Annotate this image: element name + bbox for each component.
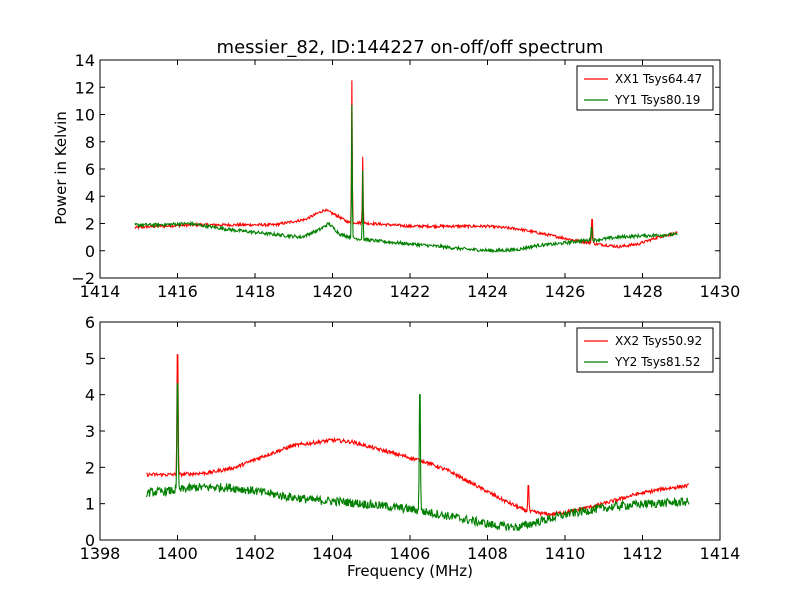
x-tick-label: 1424 xyxy=(467,282,508,301)
y-tick-label: 4 xyxy=(85,386,95,405)
y-axis-label: Power in Kelvin xyxy=(52,111,70,225)
legend-label: YY2 Tsys81.52 xyxy=(614,355,700,369)
x-tick-label: 1422 xyxy=(390,282,431,301)
x-tick-label: 1414 xyxy=(700,544,741,563)
x-tick-label: 1404 xyxy=(312,544,353,563)
legend-box xyxy=(576,327,714,373)
x-tick-label: 1410 xyxy=(545,544,586,563)
x-tick-label: 1428 xyxy=(622,282,663,301)
chart-title: messier_82, ID:144227 on-off/off spectru… xyxy=(217,37,604,58)
y-tick-label: 1 xyxy=(85,495,95,514)
legend-box xyxy=(576,65,714,111)
x-tick-label: 1418 xyxy=(235,282,276,301)
x-tick-label: 1416 xyxy=(157,282,198,301)
y-tick-label: 2 xyxy=(85,458,95,477)
x-tick-label: 1420 xyxy=(312,282,353,301)
legend-label: XX2 Tsys50.92 xyxy=(615,334,702,348)
series-line-xx2 xyxy=(146,354,690,518)
y-tick-label: 0 xyxy=(85,531,95,550)
y-tick-label: 14 xyxy=(75,51,95,70)
y-tick-label: 2 xyxy=(85,215,95,234)
y-tick-label: 5 xyxy=(85,349,95,368)
x-tick-label: 1426 xyxy=(545,282,586,301)
x-tick-label: 1414 xyxy=(80,282,121,301)
y-tick-label: −2 xyxy=(71,269,95,288)
x-tick-label: 1406 xyxy=(390,544,431,563)
y-tick-label: 6 xyxy=(85,313,95,332)
y-tick-label: 12 xyxy=(75,78,95,97)
x-tick-label: 1412 xyxy=(622,544,663,563)
series-line-yy1 xyxy=(134,104,678,254)
x-tick-label: 1400 xyxy=(157,544,198,563)
bottom-legend: XX2 Tsys50.92 YY2 Tsys81.52 xyxy=(576,327,714,373)
top-legend: XX1 Tsys64.47 YY1 Tsys80.19 xyxy=(576,65,714,111)
series-line-yy2 xyxy=(145,383,690,532)
y-tick-label: 4 xyxy=(85,187,95,206)
y-tick-label: 6 xyxy=(85,160,95,179)
legend-label: XX1 Tsys64.47 xyxy=(615,72,702,86)
x-tick-label: 1398 xyxy=(80,544,121,563)
x-tick-label: 1402 xyxy=(235,544,276,563)
y-tick-label: 8 xyxy=(85,133,95,152)
bottom-panel: 1398 1400 1402 1404 1406 1408 1410 1412 1414 0 1 2 3… xyxy=(80,313,741,563)
top-panel: 1414 1416 1418 1420 1422 1424 1426 1428 1430 −2 0 2… xyxy=(71,51,740,301)
y-tick-label: 3 xyxy=(85,422,95,441)
x-axis-label: Frequency (MHz) xyxy=(347,562,473,580)
x-tick-label: 1430 xyxy=(700,282,741,301)
x-tick-label: 1408 xyxy=(467,544,508,563)
y-tick-label: 10 xyxy=(75,106,95,125)
y-tick-label: 0 xyxy=(85,242,95,261)
series-line-xx1 xyxy=(134,80,678,249)
legend-label: YY1 Tsys80.19 xyxy=(614,93,700,107)
